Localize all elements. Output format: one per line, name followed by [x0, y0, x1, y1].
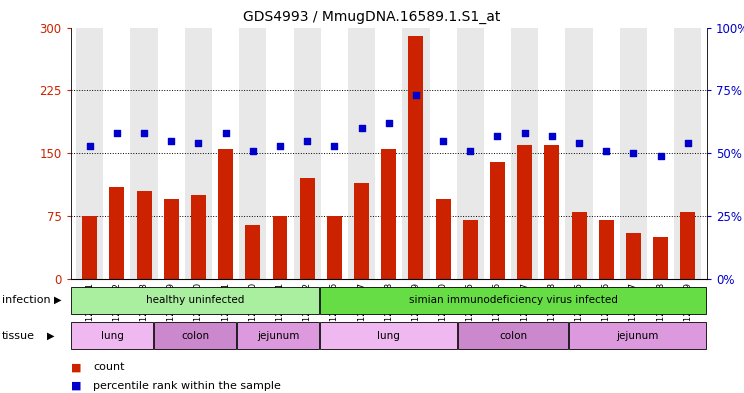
Text: percentile rank within the sample: percentile rank within the sample: [93, 381, 281, 391]
Text: infection: infection: [2, 295, 51, 305]
Bar: [83, 216, 97, 279]
Bar: [490, 162, 505, 279]
Bar: [354, 183, 369, 279]
Point: [111, 130, 123, 136]
Bar: [647, 28, 674, 279]
Bar: [457, 28, 484, 279]
Bar: [403, 28, 429, 279]
Bar: [240, 28, 266, 279]
Text: healthy uninfected: healthy uninfected: [146, 295, 244, 305]
Bar: [484, 28, 511, 279]
Bar: [463, 220, 478, 279]
Text: GDS4993 / MmugDNA.16589.1.S1_at: GDS4993 / MmugDNA.16589.1.S1_at: [243, 10, 501, 24]
Bar: [321, 28, 348, 279]
Bar: [76, 28, 103, 279]
Bar: [164, 199, 179, 279]
Bar: [593, 28, 620, 279]
Text: simian immunodeficiency virus infected: simian immunodeficiency virus infected: [408, 295, 618, 305]
Bar: [458, 322, 568, 349]
Text: lung: lung: [377, 331, 400, 341]
Bar: [565, 28, 593, 279]
Point: [437, 138, 449, 144]
Text: colon: colon: [181, 331, 209, 341]
Bar: [538, 28, 565, 279]
Bar: [571, 212, 586, 279]
Bar: [436, 199, 451, 279]
Bar: [185, 28, 212, 279]
Bar: [653, 237, 668, 279]
Text: jejunum: jejunum: [257, 331, 299, 341]
Point: [247, 148, 259, 154]
Bar: [294, 28, 321, 279]
Bar: [680, 212, 695, 279]
Text: count: count: [93, 362, 124, 373]
Bar: [272, 216, 287, 279]
Text: lung: lung: [100, 331, 124, 341]
Bar: [109, 187, 124, 279]
Point: [138, 130, 150, 136]
Text: colon: colon: [499, 331, 527, 341]
Bar: [348, 28, 375, 279]
Point: [573, 140, 585, 146]
Bar: [429, 28, 457, 279]
Point: [301, 138, 313, 144]
Bar: [266, 28, 294, 279]
Point: [546, 132, 558, 139]
Bar: [620, 28, 647, 279]
Point: [655, 152, 667, 159]
Bar: [137, 191, 152, 279]
Text: ▶: ▶: [54, 295, 62, 305]
Point: [193, 140, 205, 146]
Bar: [545, 145, 559, 279]
Bar: [237, 322, 319, 349]
Bar: [626, 233, 641, 279]
Point: [627, 150, 639, 156]
Point: [492, 132, 504, 139]
Point: [328, 143, 340, 149]
Text: ▶: ▶: [47, 331, 54, 341]
Point: [165, 138, 177, 144]
Point: [274, 143, 286, 149]
Bar: [381, 149, 397, 279]
Bar: [130, 28, 158, 279]
Bar: [158, 28, 185, 279]
Text: ■: ■: [71, 381, 81, 391]
Bar: [300, 178, 315, 279]
Bar: [517, 145, 532, 279]
Bar: [212, 28, 240, 279]
Bar: [320, 322, 458, 349]
Bar: [103, 28, 130, 279]
Bar: [154, 322, 236, 349]
Text: tissue: tissue: [2, 331, 35, 341]
Bar: [511, 28, 538, 279]
Point: [410, 92, 422, 99]
Bar: [408, 36, 423, 279]
Bar: [191, 195, 206, 279]
Point: [600, 148, 612, 154]
Bar: [218, 149, 233, 279]
Bar: [569, 322, 706, 349]
Text: ■: ■: [71, 362, 81, 373]
Bar: [375, 28, 403, 279]
Text: jejunum: jejunum: [617, 331, 659, 341]
Point: [519, 130, 530, 136]
Point: [84, 143, 96, 149]
Bar: [71, 322, 153, 349]
Bar: [246, 224, 260, 279]
Point: [464, 148, 476, 154]
Point: [682, 140, 693, 146]
Point: [382, 120, 394, 126]
Bar: [320, 287, 706, 314]
Point: [356, 125, 368, 131]
Bar: [599, 220, 614, 279]
Bar: [327, 216, 341, 279]
Bar: [674, 28, 702, 279]
Point: [219, 130, 231, 136]
Bar: [71, 287, 319, 314]
